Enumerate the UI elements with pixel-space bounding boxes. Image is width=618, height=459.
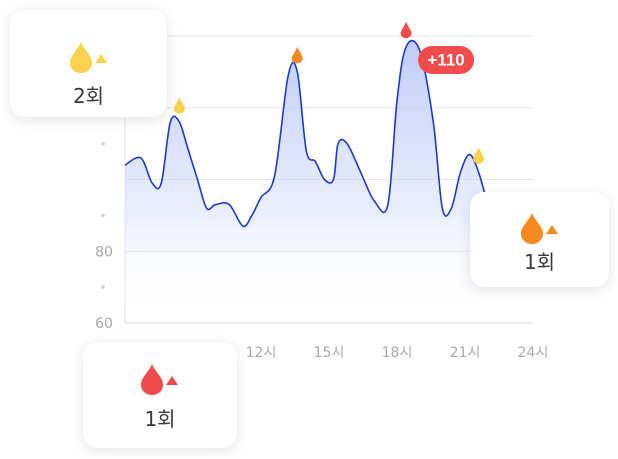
droplet-icon	[141, 364, 178, 395]
y-axis-dot	[101, 141, 105, 146]
card-icons	[470, 212, 609, 244]
droplet-icon	[291, 46, 303, 64]
summary-card-orange[interactable]: 1회	[470, 192, 609, 287]
card-count: 2회	[72, 84, 105, 108]
peak-badge-label: +110	[427, 51, 464, 70]
droplet-icon	[69, 42, 107, 73]
peak-annotation: +110	[418, 46, 475, 74]
droplet-icon	[520, 213, 558, 244]
x-tick-label: 21시	[450, 345, 481, 361]
x-tick-label: 12시	[246, 345, 277, 361]
droplet-icon	[400, 21, 412, 39]
y-axis-dot	[101, 213, 105, 218]
card-icons	[83, 363, 237, 395]
peak-badge	[418, 46, 475, 74]
summary-card-red[interactable]: 1회	[83, 342, 237, 448]
summary-card-yellow[interactable]: 2회	[10, 10, 167, 117]
series-line	[124, 39, 489, 228]
card-count: 1회	[144, 407, 176, 431]
card-icons	[10, 41, 167, 73]
y-axis-dots	[101, 141, 105, 289]
x-tick-label: 15시	[314, 345, 345, 361]
x-axis-ticks: 12시 15시 18시 21시 24시	[246, 345, 549, 361]
series-area	[125, 40, 488, 323]
y-tick-label: 80	[95, 244, 113, 260]
event-markers	[173, 21, 485, 164]
card-count: 1회	[523, 250, 556, 274]
x-tick-label: 18시	[382, 345, 413, 361]
droplet-icon	[473, 147, 485, 164]
droplet-icon	[173, 97, 185, 114]
y-tick-label: 60	[95, 316, 113, 332]
x-tick-label: 24시	[518, 345, 549, 361]
y-axis-dot	[101, 285, 105, 289]
